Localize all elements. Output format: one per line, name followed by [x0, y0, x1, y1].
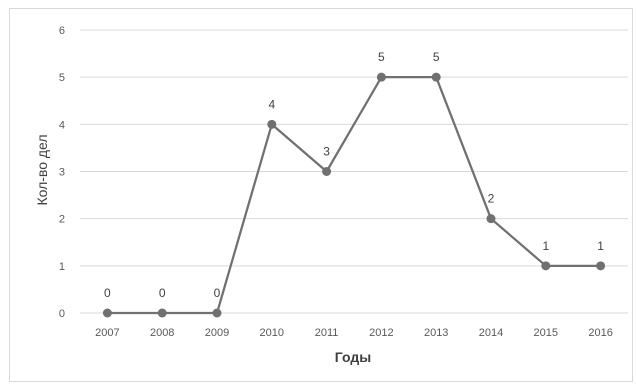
y-tick-label-3: 3	[59, 167, 65, 179]
x-tick-label-2007: 2007	[95, 327, 119, 339]
x-tick-label-2016: 2016	[588, 327, 612, 339]
x-tick-label-2010: 2010	[260, 327, 284, 339]
x-axis-ticks: 2007 2008 2009 2010 2011 2012 2013 2014 2015 2016	[95, 327, 613, 339]
data-point-2015	[541, 261, 551, 271]
data-label-2009: 0	[214, 286, 221, 300]
y-axis-ticks: 0 1 2 3 4 5 6	[59, 25, 65, 320]
data-label-2011: 3	[323, 145, 330, 159]
data-point-2012	[376, 72, 386, 82]
data-point-2007	[102, 308, 112, 318]
series-line	[107, 76, 601, 315]
data-point-2009	[212, 308, 222, 318]
data-label-2012: 5	[378, 50, 385, 64]
data-label-2007: 0	[104, 286, 111, 300]
y-tick-label-6: 6	[59, 25, 65, 37]
data-point-2013	[431, 72, 441, 82]
data-point-2008	[157, 308, 167, 318]
data-markers	[102, 72, 606, 318]
x-tick-label-2015: 2015	[534, 327, 558, 339]
x-tick-label-2011: 2011	[315, 327, 339, 339]
y-axis-title: Кол-во дел	[34, 134, 50, 205]
x-tick-label-2014: 2014	[479, 327, 503, 339]
y-tick-label-1: 1	[59, 261, 65, 273]
data-label-2015: 1	[542, 239, 549, 253]
data-point-2014	[486, 214, 496, 224]
data-point-2016	[596, 261, 606, 271]
y-tick-label-0: 0	[59, 308, 65, 320]
data-label-2010: 4	[268, 97, 275, 111]
x-tick-label-2009: 2009	[205, 327, 229, 339]
data-point-2011	[322, 167, 332, 176]
y-tick-label-5: 5	[59, 72, 65, 84]
data-label-2013: 5	[433, 50, 440, 64]
data-label-2016: 1	[597, 239, 604, 253]
data-label-2008: 0	[159, 286, 166, 300]
chart-frame	[9, 8, 633, 382]
x-tick-label-2008: 2008	[150, 327, 174, 339]
data-labels: 0 0 0 4 3 5 5 2 1 1	[104, 50, 604, 300]
y-tick-label-4: 4	[59, 119, 65, 131]
x-tick-label-2013: 2013	[424, 327, 448, 339]
series-line-group	[107, 76, 601, 315]
x-axis-title: Годы	[335, 349, 371, 365]
x-tick-label-2012: 2012	[369, 327, 393, 339]
data-label-2014: 2	[488, 192, 495, 206]
y-tick-label-2: 2	[59, 214, 65, 226]
gridlines	[80, 29, 628, 314]
data-point-2010	[267, 119, 277, 129]
